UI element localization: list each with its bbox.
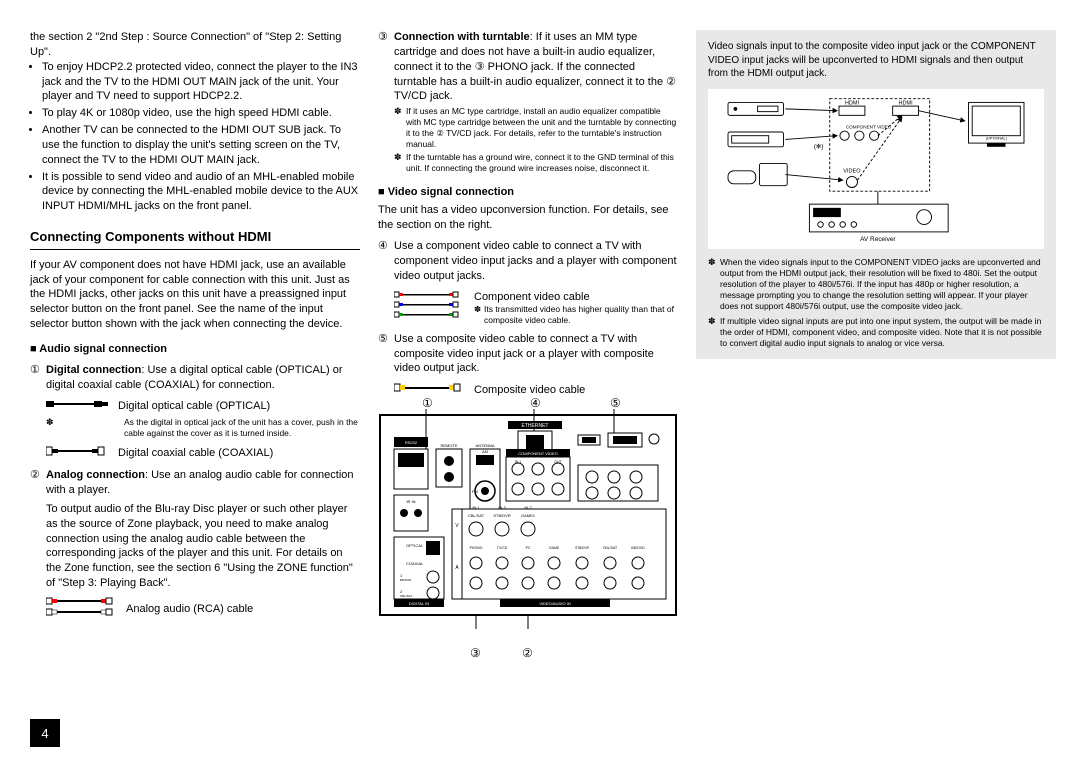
svg-text:GAME: GAME xyxy=(549,546,560,550)
column-3: Video signals input to the composite vid… xyxy=(696,30,1056,629)
callout-2: ② xyxy=(522,645,533,661)
bullet-item: It is possible to send video and audio o… xyxy=(42,170,360,215)
svg-text:IN 1: IN 1 xyxy=(472,505,480,510)
manual-page: the section 2 "2nd Step : Source Connect… xyxy=(0,0,1080,765)
turntable-note-2: If the turntable has a ground wire, conn… xyxy=(378,152,678,174)
svg-text:FM: FM xyxy=(472,489,478,494)
circled-1-icon: ① xyxy=(30,363,40,378)
svg-text:DIGITAL IN: DIGITAL IN xyxy=(409,601,429,606)
column-2: ③ Connection with turntable: If it uses … xyxy=(378,30,678,629)
optical-cable-icon xyxy=(46,398,110,415)
rca-label: Analog audio (RCA) cable xyxy=(126,602,253,617)
section-body: If your AV component does not have HDMI … xyxy=(30,258,360,332)
callout-5: ⑤ xyxy=(610,395,621,411)
columns: the section 2 "2nd Step : Source Connect… xyxy=(30,30,1050,629)
svg-text:ETHERNET: ETHERNET xyxy=(522,423,549,429)
box-intro: Video signals input to the composite vid… xyxy=(708,40,1044,81)
box-note-2: If multiple video signal inputs are put … xyxy=(708,316,1044,349)
svg-text:STB/DVR: STB/DVR xyxy=(575,546,590,550)
circled-5-icon: ⑤ xyxy=(378,332,388,347)
svg-text:REMOTE: REMOTE xyxy=(440,443,457,448)
item-composite-video: ⑤ Use a composite video cable to connect… xyxy=(378,332,678,377)
item-digital-connection: ① Digital connection: Use a digital opti… xyxy=(30,363,360,393)
bullet-item: To enjoy HDCP2.2 protected video, connec… xyxy=(42,60,360,105)
callout-3: ③ xyxy=(470,645,481,661)
component-label-block: Component video cable ✽Its transmitted v… xyxy=(474,290,678,326)
svg-text:HDMI: HDMI xyxy=(845,100,860,106)
svg-text:IN 3: IN 3 xyxy=(498,505,506,510)
component-cable-icon xyxy=(394,291,466,324)
video-intro: The unit has a video upconversion functi… xyxy=(378,203,678,233)
svg-text:AV Receiver: AV Receiver xyxy=(860,236,896,243)
coax-label: Digital coaxial cable (COAXIAL) xyxy=(118,446,273,461)
item-extra: To output audio of the Blu-ray Disc play… xyxy=(46,502,360,591)
bullet-item: Another TV can be connected to the HDMI … xyxy=(42,123,360,168)
component-note: ✽Its transmitted video has higher qualit… xyxy=(474,304,678,325)
bullet-item: To play 4K or 1080p video, use the high … xyxy=(42,106,360,121)
box-note-1: When the video signals input to the COMP… xyxy=(708,257,1044,312)
svg-text:CBL/SAT: CBL/SAT xyxy=(400,594,412,598)
circled-4-icon: ④ xyxy=(378,239,388,254)
svg-text:BD/DVD: BD/DVD xyxy=(631,546,645,550)
svg-text:CBL/SAT: CBL/SAT xyxy=(603,546,618,550)
svg-text:(✻): (✻) xyxy=(814,143,824,150)
item-body: Use a composite video cable to connect a… xyxy=(394,333,654,375)
svg-text:BD/DVD: BD/DVD xyxy=(400,578,412,582)
intro-continuation: the section 2 "2nd Step : Source Connect… xyxy=(30,30,360,60)
svg-text:IR IN: IR IN xyxy=(406,499,415,504)
svg-text:PHONO: PHONO xyxy=(470,546,483,550)
svg-text:COMPONENT VIDEO: COMPONENT VIDEO xyxy=(846,124,892,129)
turntable-note-1: If it uses an MC type cartridge, install… xyxy=(378,106,678,150)
back-panel-diagram: ① ④ ⑤ ETHERNET xyxy=(378,409,678,629)
svg-text:RS232: RS232 xyxy=(405,440,418,445)
svg-text:AM: AM xyxy=(482,449,488,454)
circled-2-icon: ② xyxy=(30,468,40,483)
item-component-video: ④ Use a component video cable to connect… xyxy=(378,239,678,284)
rca-cable-icon xyxy=(46,597,118,622)
sub-heading-audio: Audio signal connection xyxy=(30,342,360,357)
rca-cable-row: Analog audio (RCA) cable xyxy=(46,597,360,622)
svg-text:VIDEO/AUDIO IN: VIDEO/AUDIO IN xyxy=(539,601,570,606)
svg-text:IN 2: IN 2 xyxy=(524,505,532,510)
svg-text:STB/DVR: STB/DVR xyxy=(493,513,510,518)
svg-text:TV/CD: TV/CD xyxy=(497,546,508,550)
item-body: Use a component video cable to connect a… xyxy=(394,240,677,282)
item-lead: Connection with turntable xyxy=(394,31,530,43)
svg-text:VIDEO: VIDEO xyxy=(843,168,861,174)
column-1: the section 2 "2nd Step : Source Connect… xyxy=(30,30,360,629)
item-lead: Digital connection xyxy=(46,364,141,376)
page-number: 4 xyxy=(30,719,60,747)
circled-3-icon: ③ xyxy=(378,30,388,45)
optical-note: As the digital in optical jack of the un… xyxy=(30,417,360,439)
svg-text:PC: PC xyxy=(526,546,531,550)
item-lead: Analog connection xyxy=(46,469,145,481)
svg-text:COAXIAL: COAXIAL xyxy=(406,561,424,566)
svg-text:ANTENNA: ANTENNA xyxy=(475,443,494,448)
coax-cable-icon xyxy=(46,445,110,462)
coax-cable-row: Digital coaxial cable (COAXIAL) xyxy=(46,445,360,462)
upconversion-box: Video signals input to the composite vid… xyxy=(696,30,1056,359)
svg-text:HDMI: HDMI xyxy=(899,100,914,106)
section-heading-no-hdmi: Connecting Components without HDMI xyxy=(30,228,360,250)
callout-4: ④ xyxy=(530,395,541,411)
svg-text:IN 1: IN 1 xyxy=(515,460,521,464)
hdmi-bullets: To enjoy HDCP2.2 protected video, connec… xyxy=(30,60,360,214)
item-analog-connection: ② Analog connection: Use an analog audio… xyxy=(30,468,360,591)
optical-cable-row: Digital optical cable (OPTICAL) xyxy=(46,398,360,415)
component-label: Component video cable xyxy=(474,290,678,305)
svg-text:GAME1: GAME1 xyxy=(521,513,536,518)
svg-text:OUT: OUT xyxy=(554,460,562,464)
optical-label: Digital optical cable (OPTICAL) xyxy=(118,399,270,414)
component-cable-row: Component video cable ✽Its transmitted v… xyxy=(394,290,678,326)
back-panel-svg: ETHERNET RS232 REMOTE ANTENNA AM xyxy=(378,409,678,629)
svg-text:OPTICAL: OPTICAL xyxy=(406,543,424,548)
svg-text:COMPONENT VIDEO: COMPONENT VIDEO xyxy=(518,451,558,456)
svg-text:(OPTIONAL): (OPTIONAL) xyxy=(986,136,1007,140)
signal-flow-diagram: (OPTIONAL) HDMI HDMI COMPONENT VIDEO (✻)… xyxy=(708,89,1044,249)
svg-text:CBL/SAT: CBL/SAT xyxy=(468,513,485,518)
item-turntable: ③ Connection with turntable: If it uses … xyxy=(378,30,678,104)
callout-1: ① xyxy=(422,395,433,411)
sub-heading-video: Video signal connection xyxy=(378,185,678,200)
